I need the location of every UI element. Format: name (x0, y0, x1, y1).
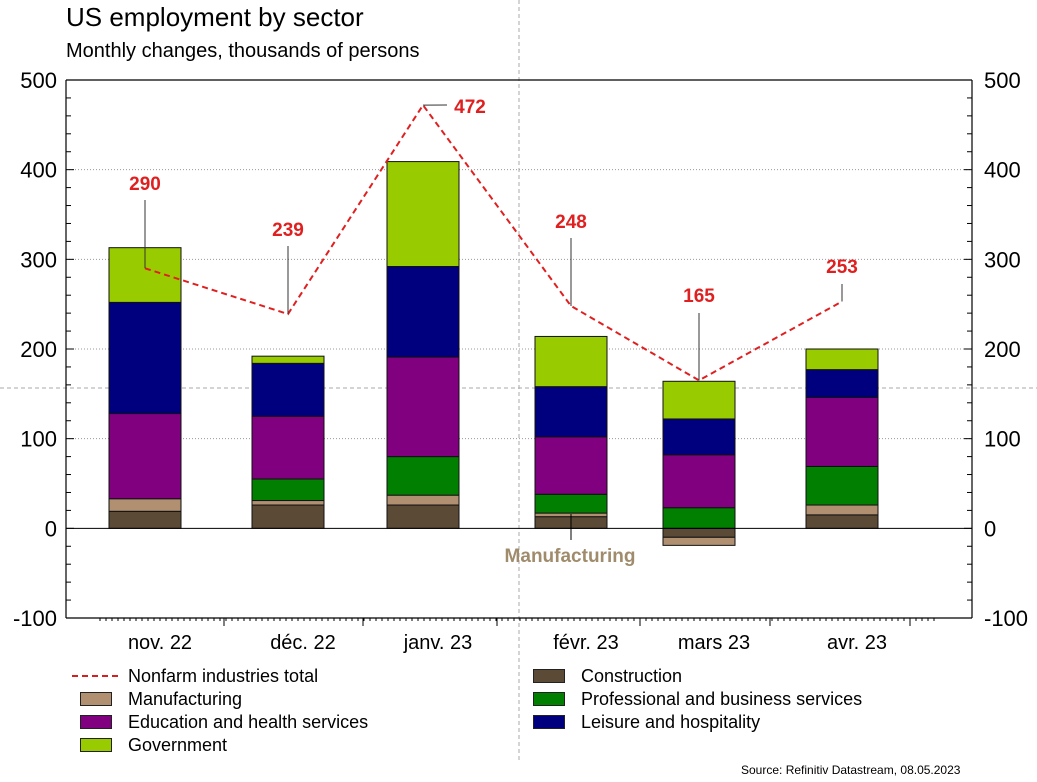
y-tick-label-left: 500 (20, 68, 57, 93)
y-tick-label-right: -100 (984, 606, 1028, 631)
bar-segment-leisure (805, 369, 879, 398)
y-tick-label-right: 0 (984, 516, 996, 541)
data-label-total: 290 (129, 174, 161, 195)
legend-swatch-manufacturing (80, 692, 112, 706)
legend-swatch-leisure (533, 715, 565, 729)
bar-segment-professional (386, 456, 460, 496)
legend-swatch-education (80, 715, 112, 729)
x-tick-label: déc. 22 (270, 632, 336, 654)
y-tick-label-right: 400 (984, 158, 1021, 183)
bar-segment-leisure (662, 418, 736, 456)
annotation-manufacturing: Manufacturing (505, 546, 636, 567)
bar-segment-construction (662, 527, 736, 538)
bar-segment-education (662, 454, 736, 509)
bar-segment-manufacturing (386, 494, 460, 506)
data-label-total: 165 (683, 286, 715, 307)
bar-segment-education (251, 415, 325, 480)
y-tick-label-left: 200 (20, 337, 57, 362)
y-tick-label-left: -100 (13, 606, 57, 631)
bar-segment-manufacturing (805, 504, 879, 516)
legend-swatch-government (80, 738, 112, 752)
legend-label: Government (128, 735, 228, 755)
legend-label: Leisure and hospitality (581, 712, 761, 732)
bar-segment-professional (534, 493, 608, 514)
bar-segment-government (534, 335, 608, 388)
x-tick-label: févr. 23 (553, 632, 619, 654)
bar-segment-education (108, 413, 182, 500)
y-tick-label-left: 100 (20, 427, 57, 452)
bar-segment-education (386, 356, 460, 458)
bar-segment-construction (251, 504, 325, 529)
y-tick-label-right: 300 (984, 247, 1021, 272)
y-tick-label-right: 500 (984, 68, 1021, 93)
bar-segment-leisure (534, 386, 608, 438)
bar-segment-construction (805, 514, 879, 529)
bar-segment-professional (805, 465, 879, 506)
legend-label: Construction (581, 666, 683, 686)
chart-subtitle: Monthly changes, thousands of persons (66, 40, 420, 62)
bar-segment-leisure (108, 301, 182, 415)
legend-swatch-construction (533, 669, 565, 683)
bar-segment-government (805, 348, 879, 371)
bar-segment-education (805, 396, 879, 467)
y-tick-label-left: 400 (20, 158, 57, 183)
x-tick-label: mars 23 (678, 632, 750, 654)
bar-segment-government (386, 161, 460, 268)
bar-segment-leisure (251, 362, 325, 417)
x-tick-label: nov. 22 (128, 632, 192, 654)
bar-segment-professional (251, 478, 325, 502)
data-label-total: 472 (454, 97, 486, 118)
data-label-total: 248 (555, 212, 587, 233)
legend-swatch-professional (533, 692, 565, 706)
legend-label: Nonfarm industries total (128, 666, 319, 686)
x-tick-label: janv. 23 (403, 632, 473, 654)
chart-svg: -100 -100 0 0 100 100 200 200 300 300 400 400 500 500… (0, 0, 1037, 760)
bar-segment-construction (108, 510, 182, 529)
data-label-total: 253 (826, 257, 858, 278)
y-tick-label-right: 200 (984, 337, 1021, 362)
y-tick-label-left: 300 (20, 247, 57, 272)
bar-segment-professional (662, 507, 736, 529)
legend-label: Manufacturing (128, 689, 243, 709)
legend-line-total (72, 675, 118, 677)
x-tick-label: avr. 23 (827, 632, 887, 654)
y-tick-label-left: 0 (45, 516, 57, 541)
bar-segment-construction (386, 504, 460, 529)
bar-segment-leisure (386, 266, 460, 358)
bar-segment-manufacturing (251, 500, 325, 506)
bar-segment-manufacturing (662, 536, 736, 546)
legend-label: Education and health services (128, 712, 369, 732)
bar-segment-government (662, 380, 736, 420)
source-note: Source: Refinitiv Datastream, 08.05.2023 (741, 763, 961, 777)
data-label-total: 239 (272, 220, 304, 241)
legend-label: Professional and business services (581, 689, 863, 709)
bar-segment-manufacturing (108, 498, 182, 512)
y-tick-label-right: 100 (984, 427, 1021, 452)
total-line (144, 103, 843, 382)
bar-segment-government (251, 355, 325, 364)
chart-title: US employment by sector (66, 2, 364, 32)
bar-segment-education (534, 436, 608, 495)
